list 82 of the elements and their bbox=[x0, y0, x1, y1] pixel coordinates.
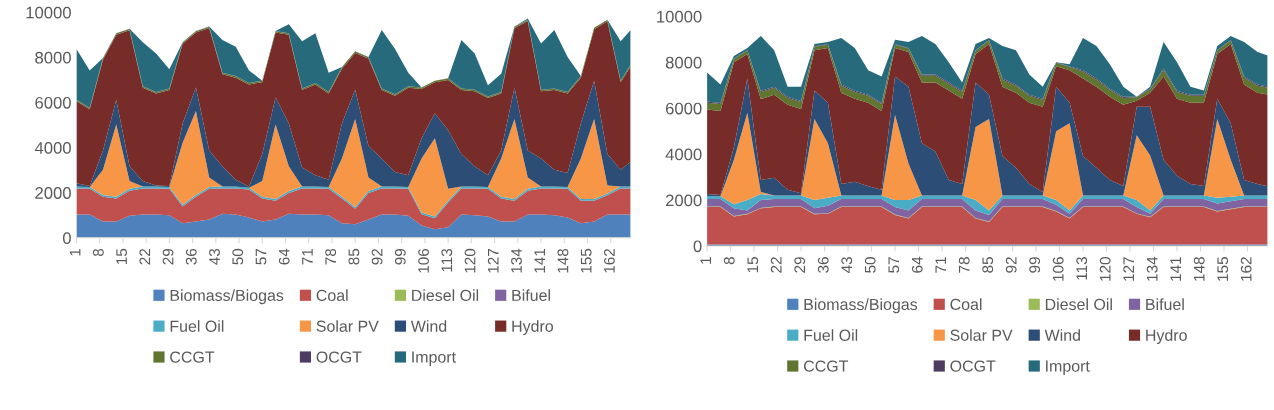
y-tick-label: 6000 bbox=[35, 96, 71, 109]
x-tick-label: 15 bbox=[747, 257, 759, 273]
x-tick-label: 85 bbox=[348, 248, 360, 265]
x-tick-label: 141 bbox=[534, 248, 545, 273]
x-tick-label: 127 bbox=[487, 248, 499, 273]
y-tick-label: 8000 bbox=[35, 51, 71, 64]
x-tick-label: 29 bbox=[794, 257, 806, 273]
x-tick-label: 120 bbox=[464, 248, 476, 273]
legend-label: Biomass/Biogas bbox=[804, 298, 918, 314]
x-tick-label: 1 bbox=[69, 248, 81, 256]
x-tick-label: 155 bbox=[1217, 257, 1229, 281]
x-tick-label: 155 bbox=[580, 248, 592, 273]
x-tick-label: 8 bbox=[723, 257, 735, 265]
legend-label: Diesel Oil bbox=[1045, 298, 1112, 311]
y-tick-label: 6000 bbox=[665, 102, 702, 115]
x-tick-label: 64 bbox=[911, 256, 923, 273]
legend-label: Solar PV bbox=[950, 329, 1013, 341]
x-tick-label: 22 bbox=[770, 257, 782, 273]
x-tick-label: 36 bbox=[817, 257, 829, 273]
x-tick-label: 78 bbox=[325, 248, 337, 265]
x-tick-label: 8 bbox=[92, 248, 104, 257]
legend-label: Fuel Oil bbox=[170, 320, 224, 332]
x-tick-label: 71 bbox=[935, 257, 946, 273]
x-tick-label: 148 bbox=[1193, 257, 1205, 281]
x-tick-label: 92 bbox=[1005, 257, 1017, 273]
x-tick-label: 92 bbox=[371, 248, 383, 265]
x-tick-label: 43 bbox=[209, 248, 220, 265]
x-tick-label: 50 bbox=[864, 257, 876, 273]
x-tick-label: 57 bbox=[888, 257, 900, 273]
y-tick-label: 4000 bbox=[665, 148, 702, 161]
x-tick-label: 78 bbox=[958, 257, 970, 273]
legend-label: Import bbox=[1046, 360, 1090, 375]
y-tick-label: 2000 bbox=[35, 187, 71, 199]
x-tick-label: 113 bbox=[441, 248, 453, 272]
legend-label: Import bbox=[412, 351, 456, 366]
x-tick-label: 134 bbox=[1146, 256, 1158, 281]
legend-label: OCGT bbox=[316, 351, 362, 363]
legend-label: Hydro bbox=[1146, 329, 1187, 345]
x-tick-label: 57 bbox=[255, 248, 267, 265]
x-tick-label: 43 bbox=[841, 257, 853, 274]
x-tick-label: 50 bbox=[232, 248, 244, 265]
x-tick-label: 148 bbox=[557, 248, 569, 273]
legend-label: Wind bbox=[1044, 329, 1080, 341]
x-tick-label: 29 bbox=[162, 248, 174, 265]
legend-label: Wind bbox=[410, 320, 447, 332]
x-tick-label: 85 bbox=[982, 257, 994, 273]
x-tick-label: 99 bbox=[1029, 257, 1041, 273]
legend-label: CCGT bbox=[170, 351, 215, 363]
y-tick-label: 2000 bbox=[665, 194, 702, 207]
y-tick-label: 4000 bbox=[34, 142, 71, 154]
x-tick-label: 106 bbox=[1052, 257, 1064, 281]
legend-label: Coal bbox=[950, 298, 982, 311]
legend-label: Solar PV bbox=[316, 320, 379, 332]
legend-label: Fuel Oil bbox=[804, 329, 858, 341]
legend-label: CCGT bbox=[803, 360, 849, 372]
x-tick-label: 36 bbox=[185, 248, 197, 265]
legend-label: Bifuel bbox=[512, 289, 550, 302]
x-tick-label: 1 bbox=[700, 257, 712, 264]
legend-label: OCGT bbox=[950, 360, 996, 372]
x-tick-label: 162 bbox=[604, 248, 615, 273]
x-tick-label: 22 bbox=[139, 248, 151, 265]
x-tick-label: 120 bbox=[1099, 257, 1111, 281]
y-tick-label: 10000 bbox=[26, 6, 71, 19]
y-tick-label: 8000 bbox=[665, 56, 702, 69]
legend-label: Biomass/Biogas bbox=[170, 289, 284, 305]
y-tick-label: 0 bbox=[693, 240, 702, 253]
x-tick-label: 15 bbox=[116, 248, 127, 265]
x-tick-label: 64 bbox=[278, 248, 290, 265]
x-tick-label: 71 bbox=[302, 248, 313, 265]
x-tick-label: 162 bbox=[1240, 257, 1252, 281]
x-tick-label: 141 bbox=[1170, 257, 1181, 281]
y-tick-label: 0 bbox=[62, 232, 71, 244]
x-tick-label: 106 bbox=[418, 248, 429, 273]
legend-label: Hydro bbox=[512, 320, 554, 336]
x-tick-label: 134 bbox=[511, 248, 522, 273]
y-tick-label: 10000 bbox=[657, 10, 702, 23]
x-tick-label: 113 bbox=[1076, 257, 1088, 280]
legend-label: Coal bbox=[316, 289, 348, 302]
legend-label: Bifuel bbox=[1146, 298, 1184, 311]
x-tick-label: 127 bbox=[1123, 257, 1134, 281]
x-tick-label: 99 bbox=[394, 248, 406, 265]
legend-label: Diesel Oil bbox=[412, 289, 479, 302]
